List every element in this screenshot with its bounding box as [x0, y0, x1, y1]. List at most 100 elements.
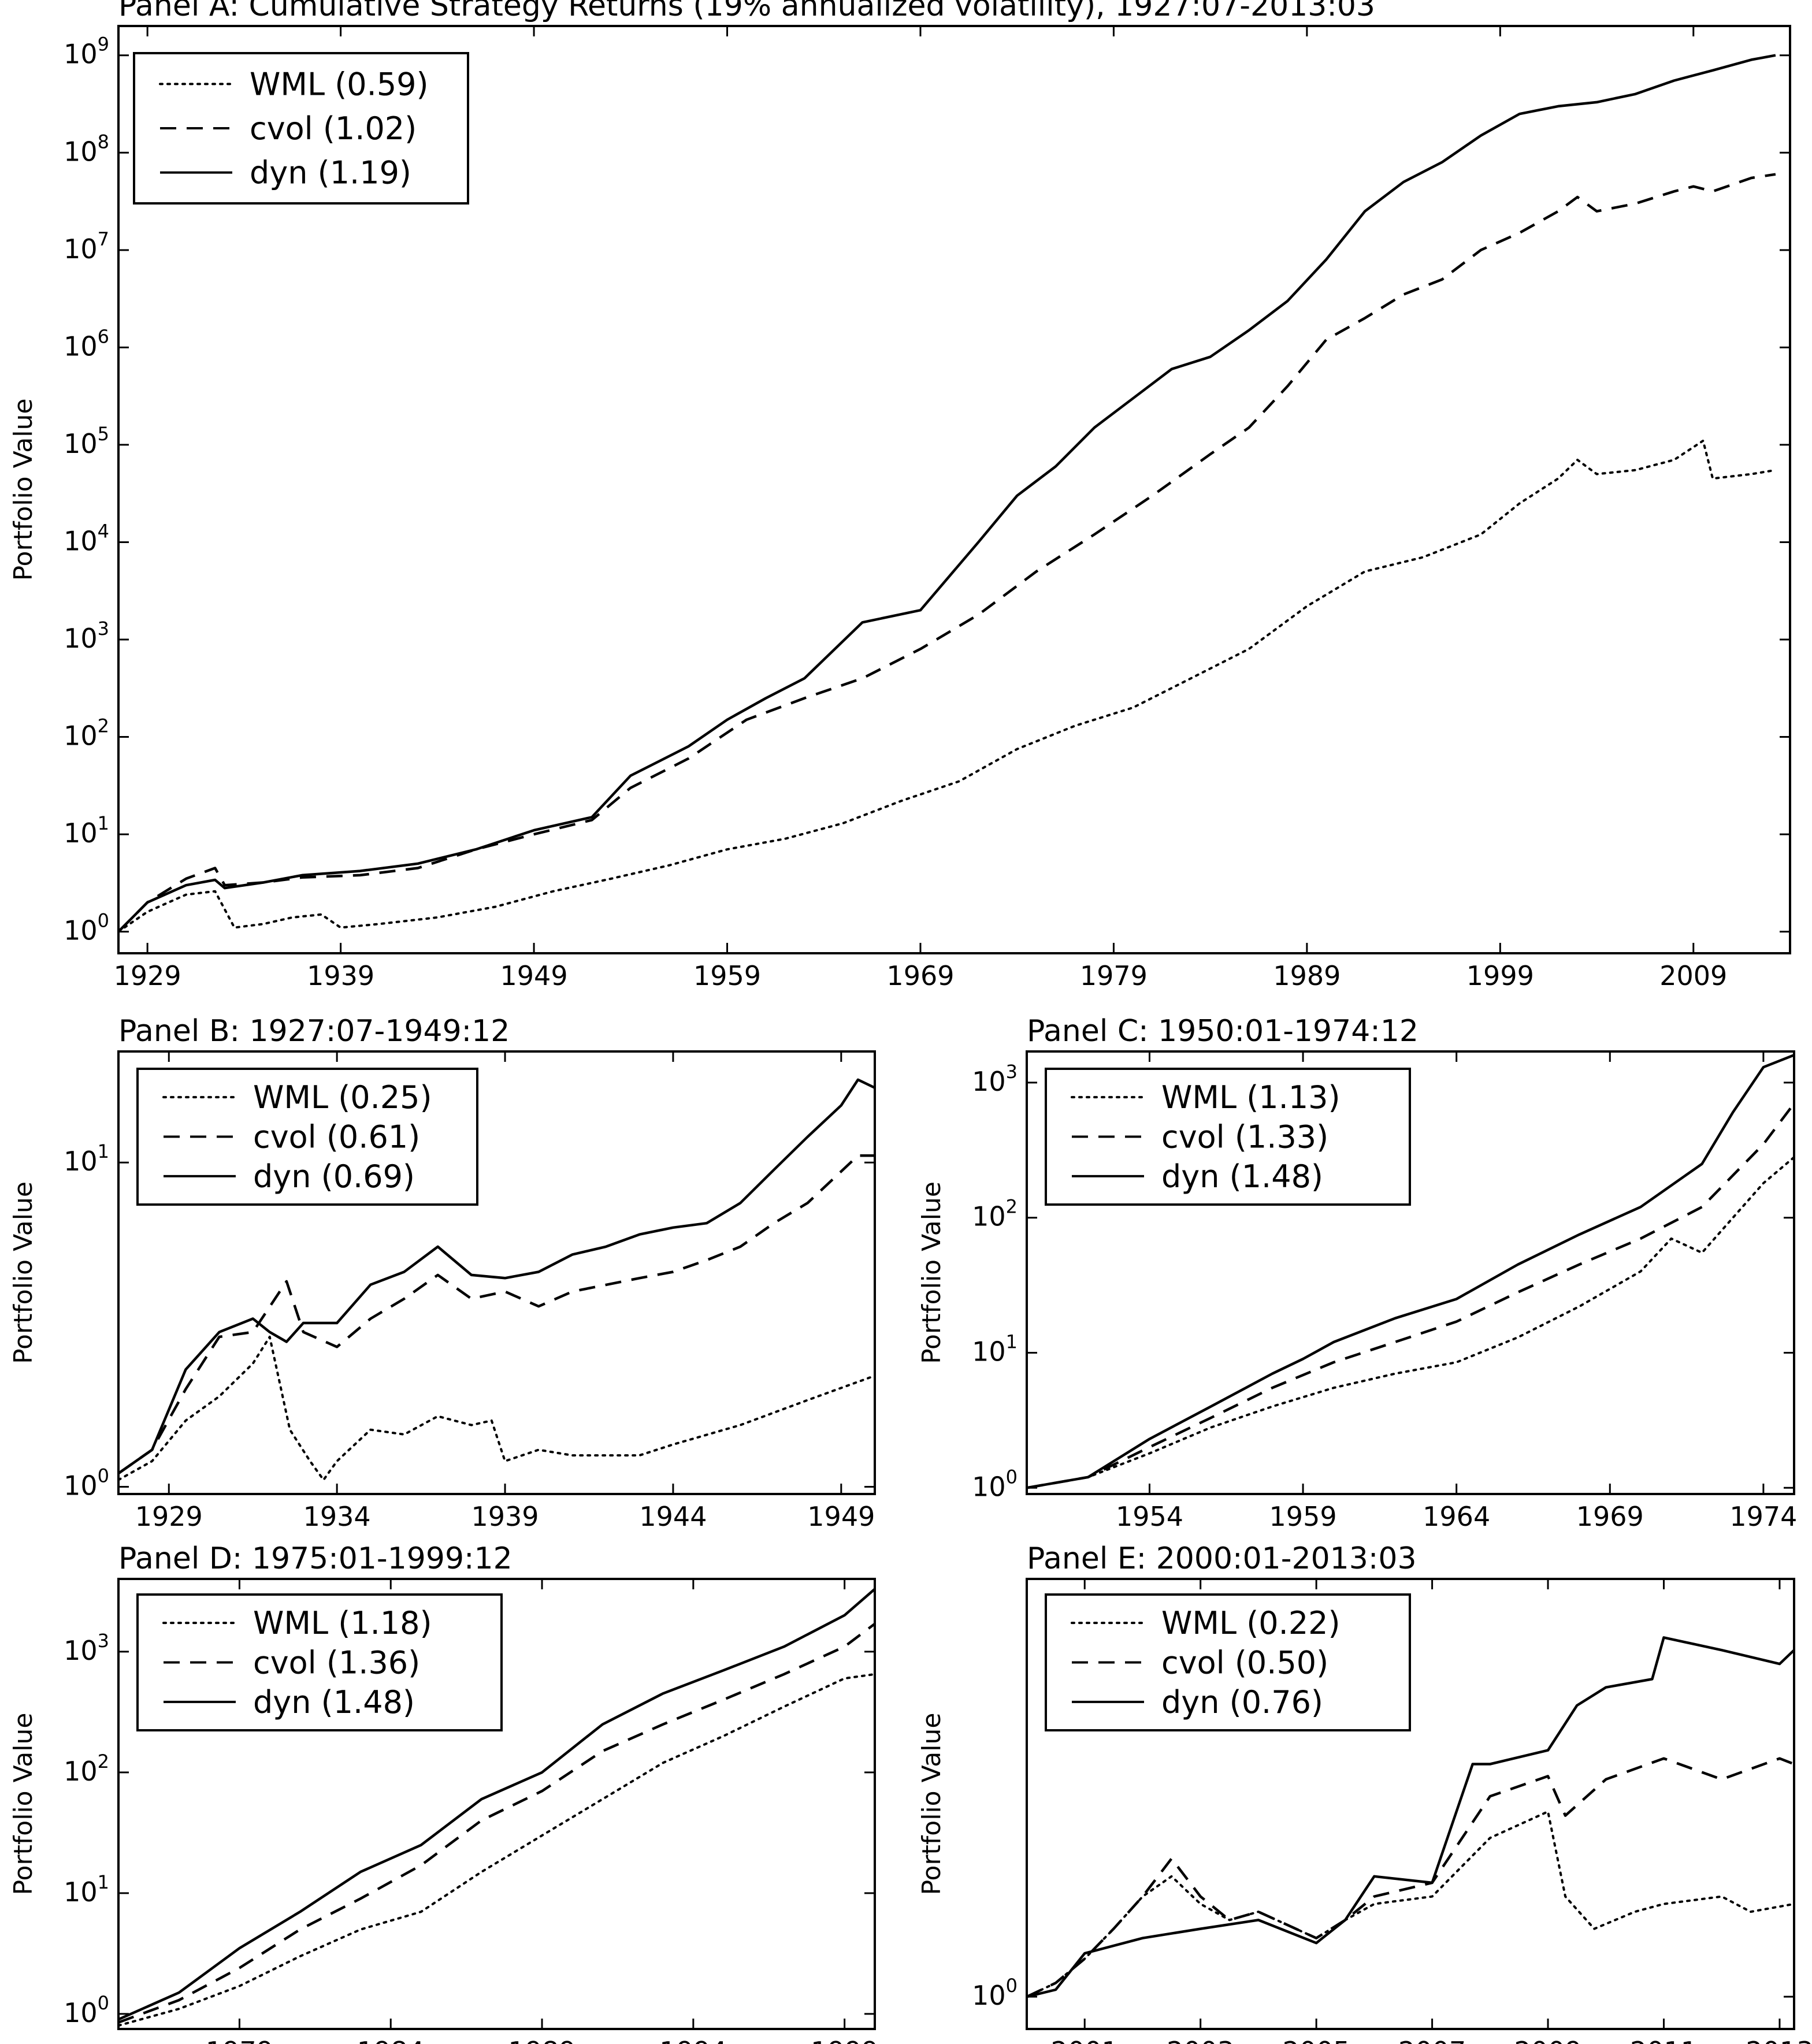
panel-b-xtick-label: 1934 [303, 1501, 371, 1532]
panel-b-legend-label-cvol: cvol (0.61) [253, 1119, 420, 1155]
panel-a-ytick-label: 104 [64, 520, 109, 556]
panel-c-series-dyn [1027, 1054, 1794, 1489]
panel-c-series-wml [1027, 1156, 1794, 1489]
panel-a-ytick-label: 106 [64, 325, 109, 362]
panel-d-xtick-label: 1989 [508, 2036, 576, 2044]
panel-a-xtick-label: 2009 [1659, 960, 1727, 991]
panel-b-legend-label-dyn: dyn (0.69) [253, 1158, 415, 1195]
panel-d-xtick-label: 1979 [206, 2036, 273, 2044]
panel-d-title: Panel D: 1975:01-1999:12 [118, 1541, 513, 1576]
panel-b-xtick-label: 1939 [471, 1501, 539, 1532]
panel-d-legend-label-dyn: dyn (1.48) [253, 1684, 415, 1720]
panel-a-ytick-label: 109 [64, 34, 109, 70]
panel-d-legend: WML (1.18) cvol (1.36)dyn (1.48) [136, 1593, 503, 1731]
panel-a-legend: WML (0.59) cvol (1.02) dyn (1.19) [133, 52, 469, 205]
panel-e-series-wml [1027, 1810, 1794, 1998]
panel-e-xtick-label: 2009 [1514, 2036, 1581, 2044]
panel-d-series-dyn [118, 1588, 875, 2021]
panel-c-ylabel: Portfolio Value [917, 1181, 946, 1364]
panel-e-frame [1026, 1578, 1795, 2030]
panel-b-ytick-label: 100 [64, 1465, 109, 1501]
panel-a-ytick-label: 105 [64, 423, 109, 459]
panel-e-xtick-label: 2001 [1051, 2036, 1119, 2044]
panel-e-legend: WML (0.22) cvol (0.50)dyn (0.76) [1045, 1593, 1411, 1731]
panel-e-series-dyn [1027, 1636, 1794, 1998]
panel-b-xtick-label: 1949 [807, 1501, 875, 1532]
panel-a-frame [117, 25, 1791, 954]
panel-d-ytick-label: 100 [64, 1992, 109, 2028]
panel-c-xtick-label: 1969 [1576, 1501, 1644, 1532]
panel-d-series-group [118, 1588, 875, 2027]
panel-a-legend-label-wml: WML (0.59) [250, 66, 429, 102]
panel-e-xtick-label: 2013 [1746, 2036, 1812, 2044]
panel-c-series-cvol [1027, 1102, 1794, 1489]
panel-a-xtick-label: 1979 [1080, 960, 1148, 991]
panel-a-ylabel: Portfolio Value [9, 399, 38, 581]
panel-a-xtick-label: 1999 [1466, 960, 1534, 991]
panel-e-legend-label-dyn: dyn (0.76) [1161, 1684, 1323, 1720]
panel-b-title: Panel B: 1927:07-1949:12 [118, 1014, 510, 1049]
panel-d-xtick-label: 1999 [811, 2036, 878, 2044]
panel-c-legend-label-cvol: cvol (1.33) [1161, 1119, 1328, 1155]
panel-a-xtick-label: 1939 [307, 960, 374, 991]
panel-b-xtick-label: 1929 [135, 1501, 203, 1532]
panel-d-ylabel: Portfolio Value [9, 1713, 38, 1896]
panel-a-series-wml [118, 439, 1777, 933]
panel-a-legend-label-cvol: cvol (1.02) [250, 110, 417, 147]
panel-b-series-dyn [118, 1078, 875, 1475]
panel-d-series-cvol [118, 1622, 875, 2024]
panel-e-xtick-label: 2005 [1283, 2036, 1350, 2044]
panel-a-xtick-label: 1989 [1273, 960, 1341, 991]
panel-d-series-wml [118, 1673, 875, 2027]
panel-c-frame [1026, 1050, 1795, 1495]
panel-b-series-group [118, 1078, 875, 1481]
panel-e-ylabel: Portfolio Value [917, 1713, 946, 1896]
panel-e-legend-label-wml: WML (0.22) [1161, 1605, 1341, 1641]
panel-e-xtick-label: 2003 [1167, 2036, 1234, 2044]
panel-e: Panel E: 2000:01-2013:03 Portfolio Value 2… [917, 1541, 1812, 2044]
panel-a-legend-label-dyn: dyn (1.19) [250, 155, 411, 191]
panel-a-title: Panel A: Cumulative Strategy Returns (19… [118, 0, 1375, 23]
panel-d-legend-label-wml: WML (1.18) [253, 1605, 432, 1641]
panel-b-legend: WML (0.25)cvol (0.61)dyn (0.69) [136, 1068, 478, 1206]
panel-c-xtick-label: 1964 [1423, 1501, 1490, 1532]
panel-a-xtick-label: 1959 [693, 960, 761, 991]
panel-b-legend-label-wml: WML (0.25) [253, 1079, 432, 1116]
panel-a-xtick-label: 1929 [114, 960, 181, 991]
panel-c: Panel C: 1950:01-1974:12 Portfolio Value 1… [917, 1014, 1797, 1532]
panel-c-ytick-label: 103 [972, 1061, 1018, 1097]
panel-d-ytick-label: 103 [64, 1630, 109, 1666]
panel-a: Panel A: Cumulative Strategy Returns (19… [9, 0, 1791, 991]
panel-c-title: Panel C: 1950:01-1974:12 [1027, 1014, 1419, 1049]
panel-e-title: Panel E: 2000:01-2013:03 [1027, 1541, 1417, 1576]
panel-c-xtick-label: 1974 [1729, 1501, 1797, 1532]
panel-d: Panel D: 1975:01-1999:12 Portfolio Value 1… [9, 1541, 878, 2044]
panel-c-ytick-label: 101 [972, 1331, 1018, 1367]
panel-a-xtick-label: 1949 [500, 960, 568, 991]
panel-a-series-cvol [118, 173, 1776, 933]
panel-a-ytick-label: 102 [64, 715, 109, 752]
panel-d-ytick-label: 102 [64, 1751, 109, 1787]
panel-b-series-cvol [118, 1154, 875, 1475]
panel-b-ytick-label: 101 [64, 1140, 109, 1177]
panel-a-ytick-label: 108 [64, 131, 109, 167]
panel-a-series-dyn [118, 54, 1776, 933]
panel-a-ytick-label: 107 [64, 228, 109, 265]
panel-a-ytick-label: 103 [64, 618, 109, 654]
panel-c-legend: WML (1.13)cvol (1.33)dyn (1.48) [1045, 1068, 1411, 1206]
panel-c-xtick-label: 1959 [1269, 1501, 1337, 1532]
panel-d-frame [117, 1578, 876, 2030]
panel-a-ytick-label: 101 [64, 812, 109, 849]
panel-c-ytick-label: 102 [972, 1196, 1018, 1232]
panel-e-series-cvol [1027, 1757, 1794, 1998]
panel-c-ytick-label: 100 [972, 1466, 1018, 1502]
panel-b-frame [117, 1050, 876, 1495]
panel-b-xtick-label: 1944 [639, 1501, 707, 1532]
panel-a-ytick-label: 100 [64, 910, 109, 946]
panel-e-xtick-label: 2011 [1630, 2036, 1698, 2044]
panel-b: Panel B: 1927:07-1949:12 Portfolio Value 1… [9, 1014, 876, 1532]
panel-d-xtick-label: 1994 [659, 2036, 727, 2044]
panel-d-xtick-label: 1984 [357, 2036, 425, 2044]
panel-a-xtick-label: 1969 [886, 960, 954, 991]
